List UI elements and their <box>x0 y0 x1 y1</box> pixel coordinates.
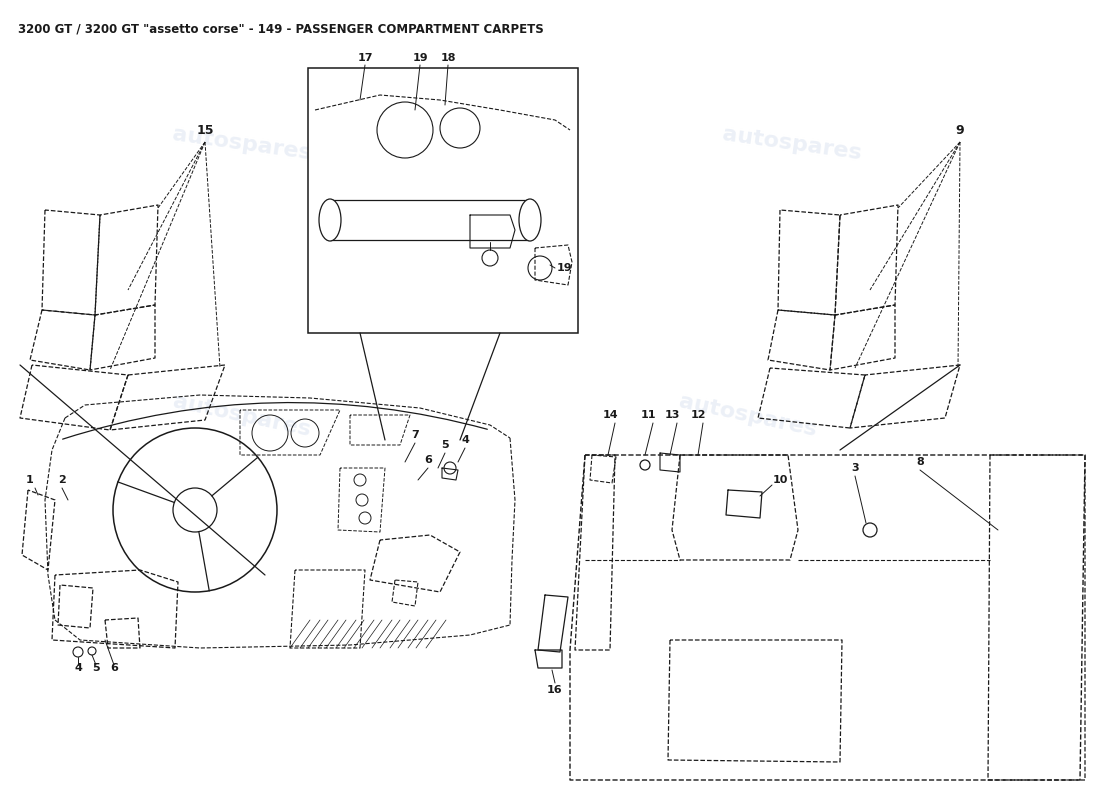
Text: 6: 6 <box>425 455 432 465</box>
Text: 1: 1 <box>26 475 34 485</box>
Text: 18: 18 <box>440 53 455 63</box>
Text: 3200 GT / 3200 GT "assetto corse" - 149 - PASSENGER COMPARTMENT CARPETS: 3200 GT / 3200 GT "assetto corse" - 149 … <box>18 22 543 35</box>
Text: 6: 6 <box>110 663 118 673</box>
Ellipse shape <box>319 199 341 241</box>
Text: 4: 4 <box>74 663 81 673</box>
Text: 9: 9 <box>956 123 965 137</box>
Text: 11: 11 <box>640 410 656 420</box>
Text: 19: 19 <box>412 53 428 63</box>
Text: 7: 7 <box>411 430 419 440</box>
Text: 13: 13 <box>664 410 680 420</box>
Text: 8: 8 <box>916 457 924 467</box>
Text: 10: 10 <box>772 475 788 485</box>
Text: 3: 3 <box>851 463 859 473</box>
FancyBboxPatch shape <box>308 68 578 333</box>
Text: 19: 19 <box>558 263 573 273</box>
Ellipse shape <box>519 199 541 241</box>
Text: 2: 2 <box>58 475 66 485</box>
Text: autospares: autospares <box>722 124 862 164</box>
Text: autospares: autospares <box>678 392 818 440</box>
Text: autospares: autospares <box>172 124 312 164</box>
Text: 17: 17 <box>358 53 373 63</box>
Text: 16: 16 <box>547 685 563 695</box>
Text: autospares: autospares <box>172 392 312 440</box>
Text: 15: 15 <box>196 123 213 137</box>
Text: 5: 5 <box>92 663 100 673</box>
Text: 14: 14 <box>602 410 618 420</box>
Text: 12: 12 <box>691 410 706 420</box>
Text: 4: 4 <box>461 435 469 445</box>
Text: 5: 5 <box>441 440 449 450</box>
